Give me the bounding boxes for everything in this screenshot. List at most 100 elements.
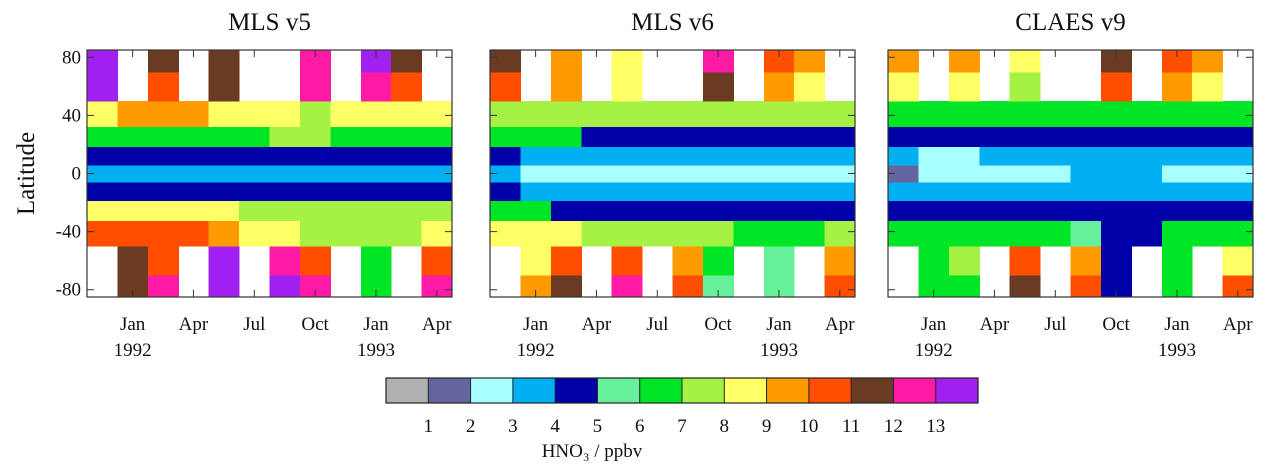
contour-cell [611,164,643,183]
colorbar-tick-label: 8 [720,416,730,437]
contour-cell [520,220,552,247]
contour-cell [1131,146,1163,166]
contour-cell [117,100,149,127]
contour-cell [421,126,453,148]
contour-cell [178,126,210,148]
contour-cell [672,246,704,276]
year-label: 1992 [915,340,953,361]
contour-cell [1100,220,1132,247]
x-tick-label: Jan [766,314,792,335]
year-label: 1993 [760,340,798,361]
contour-cell [1100,50,1132,73]
contour-cell [979,200,1011,222]
contour-cell [979,220,1011,247]
contour-cell [918,182,950,201]
contour-cell [208,50,240,73]
contour-cell [299,71,331,102]
contour-cell [918,100,950,127]
contour-cell [888,126,919,148]
contour-cell [520,146,552,166]
contour-cell [948,275,980,298]
colorbar-tick-label: 11 [842,416,860,437]
x-tick-label: Jan [120,314,146,335]
year-label: 1993 [1158,340,1196,361]
contour-cell [550,246,582,276]
contour-cell [824,100,856,127]
colorbar-swatch [893,378,937,403]
contour-cell [824,164,856,183]
contour-cell [702,50,734,73]
contour-cell [794,100,826,127]
contour-cell [763,126,795,148]
contour-cell [87,146,118,166]
contour-cell [1192,200,1224,222]
contour-cell [1100,275,1132,298]
contour-cell [888,182,919,201]
contour-cell [918,146,950,166]
contour-cell [733,200,765,222]
contour-cell [702,246,734,276]
colorbar-swatch [682,378,725,403]
contour-cell [299,246,331,276]
colorbar-tick-label: 2 [466,416,476,437]
contour-cell [520,164,552,183]
contour-cell [1070,220,1102,247]
contour-cell [1131,126,1163,148]
contour-cell [208,275,240,298]
contour-cell [147,182,179,201]
contour-cell [1222,126,1254,148]
contour-cell [948,246,980,276]
contour-cell [702,220,734,247]
contour-cell [1100,164,1132,183]
contour-cell [117,164,149,183]
contour-cell [642,126,673,148]
contour-cell [360,100,392,127]
contour-cell [702,182,734,201]
contour-cell [147,164,179,183]
contour-cell [1192,182,1224,201]
contour-cell [1161,275,1193,298]
contour-cell [1070,126,1102,148]
contour-cell [360,182,392,201]
contour-cell [330,220,362,247]
contour-cell [918,126,950,148]
x-tick-label: Apr [825,314,855,335]
contour-cell [1192,50,1224,73]
x-tick-label: Jul [646,314,668,335]
contour-cell [581,126,613,148]
contour-cell [550,71,582,102]
contour-cell [672,100,704,127]
contour-cell [948,126,980,148]
contour-cell [1100,146,1132,166]
contour-cell [360,275,392,298]
contour-cell [642,182,673,201]
contour-cell [239,164,270,183]
contour-cell [421,246,453,276]
contour-cell [1161,71,1193,102]
contour-cell [1070,100,1102,127]
contour-cell [702,146,734,166]
contour-cell [1131,200,1163,222]
contour-cell [1161,182,1193,201]
contour-cell [1131,182,1163,201]
contour-cell [87,50,118,73]
contour-cell [1070,146,1102,166]
colorbar-tick-label: 5 [593,416,603,437]
contour-cell [269,146,301,166]
contour-cell [421,275,453,298]
contour-cell [269,220,301,247]
contour-cell [1131,220,1163,247]
contour-cell [299,275,331,298]
contour-cell [391,126,423,148]
contour-cell [299,50,331,73]
panel-title: MLS v5 [228,9,311,36]
contour-cell [611,50,643,73]
contour-cell [239,220,270,247]
contour-cell [269,275,301,298]
contour-cell [1009,100,1041,127]
contour-cell [794,220,826,247]
contour-cell [147,146,179,166]
contour-cell [918,275,950,298]
contour-cell [269,246,301,276]
contour-cell [1192,71,1224,102]
